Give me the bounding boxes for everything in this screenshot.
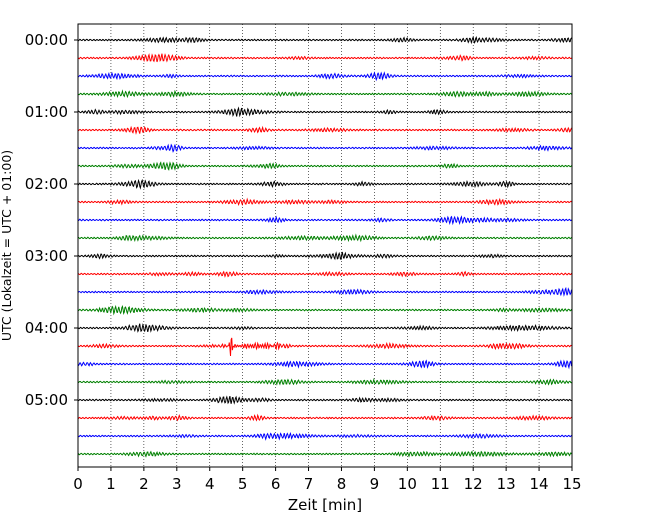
x-tick-label: 0	[73, 475, 83, 493]
trace-0215	[77, 197, 573, 206]
trace-0200	[77, 178, 573, 190]
trace-0515	[77, 413, 573, 422]
y-tick-label: 00:00	[25, 31, 68, 49]
trace-0415	[77, 337, 573, 356]
x-tick-label: 11	[431, 475, 450, 493]
traces	[77, 35, 573, 458]
trace-0030	[77, 71, 573, 82]
x-tick-label: 10	[398, 475, 417, 493]
y-axis: 00:00 01:00 02:00 03:00 04:00 05:00	[25, 31, 78, 409]
trace-0500	[77, 395, 573, 405]
y-axis-title: UTC (Lokalzeit = UTC + 01:00)	[0, 150, 14, 341]
trace-0230	[77, 215, 573, 226]
y-tick-label: 01:00	[25, 103, 68, 121]
x-tick-label: 3	[172, 475, 182, 493]
y-tick-label: 03:00	[25, 247, 68, 265]
trace-0115	[77, 125, 573, 135]
x-tick-label: 5	[238, 475, 248, 493]
trace-0315	[77, 270, 573, 278]
x-tick-label: 6	[271, 475, 281, 493]
trace-0300	[77, 251, 573, 261]
trace-0145	[77, 161, 573, 171]
trace-0530	[77, 431, 573, 441]
trace-0045	[77, 89, 573, 99]
y-tick-label: 04:00	[25, 319, 68, 337]
trace-0100	[77, 106, 573, 118]
trace-0445	[77, 377, 573, 386]
trace-0245	[77, 233, 573, 243]
x-axis: 0 1 2 3 4 5 6 7 8 9 10 11 12 13 14 15	[73, 467, 582, 493]
trace-0430	[77, 359, 573, 370]
trace-0345	[77, 304, 573, 316]
x-tick-label: 4	[205, 475, 215, 493]
grid-lines	[110, 24, 540, 467]
trace-0400	[77, 323, 573, 333]
x-tick-label: 15	[562, 475, 581, 493]
trace-0545	[77, 450, 573, 458]
trace-0130	[77, 143, 573, 153]
x-tick-label: 9	[370, 475, 380, 493]
plot-frame	[77, 23, 573, 468]
x-tick-label: 8	[337, 475, 347, 493]
y-tick-label: 05:00	[25, 391, 68, 409]
x-tick-label: 7	[304, 475, 314, 493]
trace-0000	[77, 35, 573, 45]
x-tick-label: 13	[497, 475, 516, 493]
x-tick-label: 1	[106, 475, 116, 493]
x-tick-label: 12	[464, 475, 483, 493]
trace-0015	[77, 53, 573, 63]
trace-0330	[77, 286, 573, 297]
x-tick-label: 14	[530, 475, 549, 493]
x-axis-title: Zeit [min]	[288, 496, 362, 514]
y-tick-label: 02:00	[25, 175, 68, 193]
x-tick-label: 2	[139, 475, 149, 493]
